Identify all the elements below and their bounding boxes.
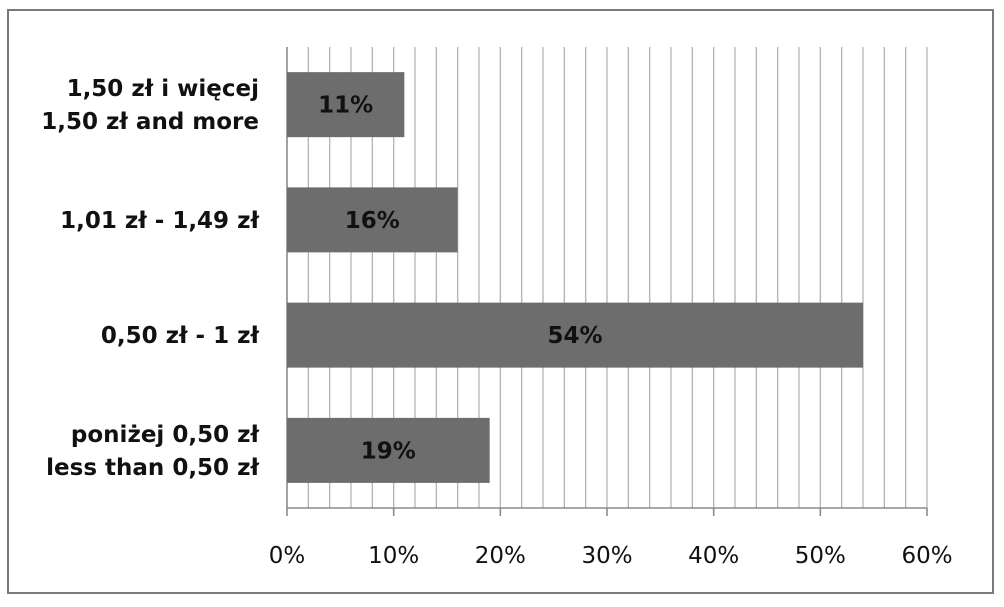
x-tick-label: 50%	[795, 543, 846, 569]
x-tick-label: 60%	[901, 543, 952, 569]
data-label: 54%	[547, 323, 602, 349]
bar	[287, 302, 863, 368]
x-tick-label: 0%	[269, 543, 306, 569]
x-tick-label: 30%	[581, 543, 632, 569]
category-label: poniżej 0,50 zł	[71, 422, 260, 448]
bar	[287, 72, 405, 138]
category-label: 0,50 zł - 1 zł	[101, 323, 260, 349]
labels: 0% 10% 20% 30% 40% 50% 60% 11% 1,50 zł i więcej 1…	[41, 76, 952, 569]
data-label: 19%	[361, 438, 416, 464]
bar	[287, 187, 458, 253]
category-label: less than 0,50 zł	[46, 455, 259, 481]
category-label: 1,50 zł and more	[41, 109, 259, 135]
bars	[287, 72, 863, 483]
x-tick-label: 10%	[368, 543, 419, 569]
category-label: 1,01 zł - 1,49 zł	[60, 208, 259, 234]
data-label: 11%	[318, 93, 373, 119]
x-tick-label: 40%	[688, 543, 739, 569]
data-label: 16%	[345, 208, 400, 234]
bar	[287, 417, 490, 483]
category-label: 1,50 zł i więcej	[67, 76, 259, 102]
x-tick-label: 20%	[475, 543, 526, 569]
